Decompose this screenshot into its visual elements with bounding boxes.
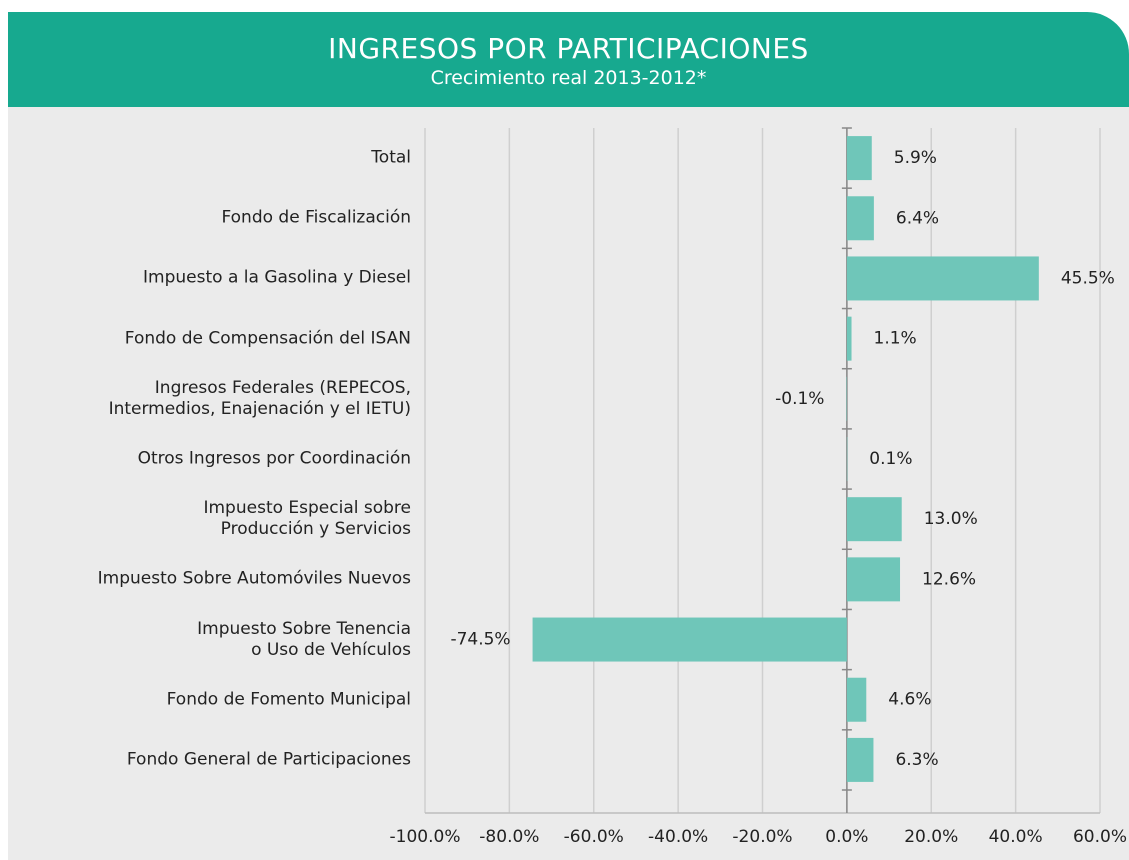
- bar: [846, 256, 1039, 301]
- y-tick-label: Impuesto a la Gasolina y Diesel: [143, 267, 411, 288]
- x-tick-label: 40.0%: [989, 827, 1043, 847]
- y-tick-label: Fondo de Fiscalización: [221, 207, 411, 228]
- x-tick-label: -20.0%: [732, 827, 792, 847]
- bar: [846, 196, 874, 241]
- plot-panel: [8, 107, 1129, 860]
- bar: [846, 136, 872, 181]
- bar: [846, 677, 867, 722]
- value-label: 45.5%: [1061, 268, 1115, 288]
- value-label: 12.6%: [922, 569, 976, 589]
- chart-title: INGRESOS POR PARTICIPACIONES: [328, 32, 809, 65]
- bar: [846, 737, 874, 782]
- bar: [846, 316, 852, 361]
- bar: [846, 557, 901, 602]
- y-tick-label: Impuesto Sobre Tenencia o Uso de Vehícul…: [197, 618, 411, 660]
- x-tick-label: -60.0%: [564, 827, 624, 847]
- y-tick-label: Fondo General de Participaciones: [126, 749, 411, 770]
- y-tick-label: Fondo de Fomento Municipal: [166, 689, 411, 710]
- value-label: 4.6%: [888, 690, 931, 710]
- chart-subtitle: Crecimiento real 2013-2012*: [430, 67, 707, 89]
- y-tick-label: Total: [371, 147, 411, 168]
- x-tick-label: -80.0%: [479, 827, 539, 847]
- value-label: 6.3%: [895, 750, 938, 770]
- y-tick-label: Impuesto Sobre Automóviles Nuevos: [97, 568, 411, 589]
- y-tick-label: Otros Ingresos por Coordinación: [137, 448, 411, 469]
- value-label: -0.1%: [775, 389, 824, 409]
- value-label: 5.9%: [894, 148, 937, 168]
- x-tick-label: -100.0%: [390, 827, 461, 847]
- x-tick-label: 20.0%: [904, 827, 958, 847]
- value-label: 0.1%: [869, 449, 912, 469]
- x-tick-label: 0.0%: [825, 827, 868, 847]
- value-label: 1.1%: [874, 329, 917, 349]
- x-tick-label: 60.0%: [1073, 827, 1127, 847]
- value-label: -74.5%: [450, 630, 510, 650]
- y-tick-label: Ingresos Federales (REPECOS, Intermedios…: [108, 377, 411, 419]
- bar: [846, 497, 902, 542]
- value-label: 6.4%: [896, 208, 939, 228]
- header: INGRESOS POR PARTICIPACIONES Crecimiento…: [8, 12, 1129, 107]
- y-tick-label: Fondo de Compensación del ISAN: [124, 328, 411, 349]
- bar: [532, 617, 847, 662]
- y-tick-label: Impuesto Especial sobre Producción y Ser…: [203, 498, 411, 540]
- x-tick-label: -40.0%: [648, 827, 708, 847]
- value-label: 13.0%: [924, 509, 978, 529]
